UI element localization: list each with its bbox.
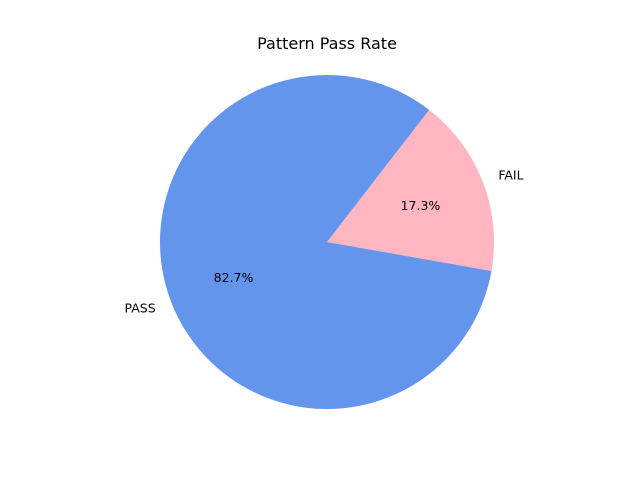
pct-label-fail: 17.3% <box>401 198 441 213</box>
pie-labels: FAIL 17.3% PASS 82.7% <box>124 168 523 316</box>
slice-label-fail: FAIL <box>498 168 523 183</box>
pie-slices <box>160 74 494 410</box>
slice-label-pass: PASS <box>124 300 155 315</box>
pie-slice-fail <box>327 109 494 271</box>
pct-label-pass: 82.7% <box>214 270 254 285</box>
chart-title: Pattern Pass Rate <box>257 34 397 53</box>
pie-slice-pass <box>160 74 492 410</box>
